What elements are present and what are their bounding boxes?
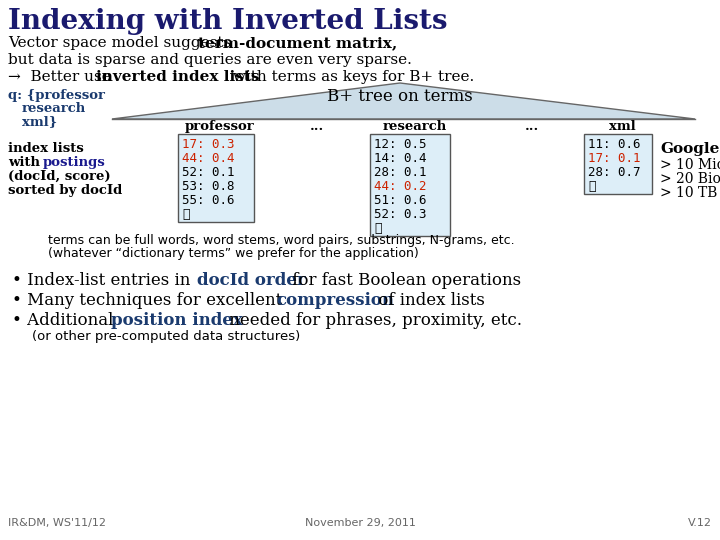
Text: ⋮: ⋮	[588, 180, 595, 193]
Text: > 10 Mio. terms: > 10 Mio. terms	[660, 158, 720, 172]
Text: with terms as keys for B+ tree.: with terms as keys for B+ tree.	[228, 70, 474, 84]
Text: terms can be full words, word stems, word pairs, substrings, N-grams, etc.: terms can be full words, word stems, wor…	[48, 234, 515, 247]
Text: (docId, score): (docId, score)	[8, 170, 111, 183]
Text: • Index-list entries in: • Index-list entries in	[12, 272, 196, 289]
Text: 44: 0.4: 44: 0.4	[182, 152, 235, 165]
Text: 14: 0.4: 14: 0.4	[374, 152, 426, 165]
Text: with: with	[8, 156, 45, 169]
Text: needed for phrases, proximity, etc.: needed for phrases, proximity, etc.	[224, 312, 522, 329]
Text: professor: professor	[185, 120, 255, 133]
Text: research: research	[22, 102, 86, 115]
Text: term-document matrix,: term-document matrix,	[198, 36, 397, 50]
Text: index lists: index lists	[8, 142, 84, 155]
Text: of index lists: of index lists	[373, 292, 485, 309]
Bar	[178, 134, 254, 222]
Text: 52: 0.1: 52: 0.1	[182, 166, 235, 179]
Text: 11: 0.6: 11: 0.6	[588, 138, 641, 151]
Text: > 10 TB index: > 10 TB index	[660, 186, 720, 200]
Text: 44: 0.2: 44: 0.2	[374, 180, 426, 193]
Text: 17: 0.1: 17: 0.1	[588, 152, 641, 165]
Text: but data is sparse and queries are even very sparse.: but data is sparse and queries are even …	[8, 53, 412, 67]
Bar	[584, 134, 652, 194]
Text: for fast Boolean operations: for fast Boolean operations	[287, 272, 521, 289]
Text: ⋮: ⋮	[182, 208, 189, 221]
Text: • Additional: • Additional	[12, 312, 119, 329]
Text: postings: postings	[43, 156, 106, 169]
Text: (or other pre-computed data structures): (or other pre-computed data structures)	[32, 330, 300, 343]
Text: sorted by docId: sorted by docId	[8, 184, 122, 197]
Text: 51: 0.6: 51: 0.6	[374, 194, 426, 207]
Text: 53: 0.8: 53: 0.8	[182, 180, 235, 193]
Text: compression: compression	[276, 292, 394, 309]
Text: Google:: Google:	[660, 142, 720, 156]
Text: ...: ...	[525, 120, 539, 133]
Text: docId order: docId order	[197, 272, 306, 289]
Text: ⋮: ⋮	[374, 222, 382, 235]
Text: V.12: V.12	[688, 518, 712, 528]
Text: November 29, 2011: November 29, 2011	[305, 518, 415, 528]
Text: Indexing with Inverted Lists: Indexing with Inverted Lists	[8, 8, 448, 35]
Text: →  Better use: → Better use	[8, 70, 116, 84]
Text: research: research	[383, 120, 447, 133]
Text: B+ tree on terms: B+ tree on terms	[327, 88, 473, 105]
Text: q: {professor: q: {professor	[8, 89, 105, 102]
Text: Vector space model suggests: Vector space model suggests	[8, 36, 236, 50]
Bar	[370, 134, 450, 236]
Text: • Many techniques for excellent: • Many techniques for excellent	[12, 292, 287, 309]
Text: position index: position index	[111, 312, 243, 329]
Text: inverted index lists: inverted index lists	[96, 70, 259, 84]
Text: 28: 0.7: 28: 0.7	[588, 166, 641, 179]
Text: IR&DM, WS'11/12: IR&DM, WS'11/12	[8, 518, 106, 528]
Text: > 20 Bio. docs: > 20 Bio. docs	[660, 172, 720, 186]
Text: 17: 0.3: 17: 0.3	[182, 138, 235, 151]
Text: 12: 0.5: 12: 0.5	[374, 138, 426, 151]
Text: 52: 0.3: 52: 0.3	[374, 208, 426, 221]
Polygon shape	[112, 83, 695, 119]
Text: 28: 0.1: 28: 0.1	[374, 166, 426, 179]
Text: xml}: xml}	[22, 115, 58, 128]
Text: ...: ...	[310, 120, 324, 133]
Text: 55: 0.6: 55: 0.6	[182, 194, 235, 207]
Text: xml: xml	[608, 120, 635, 133]
Text: (whatever “dictionary terms” we prefer for the application): (whatever “dictionary terms” we prefer f…	[48, 247, 419, 260]
